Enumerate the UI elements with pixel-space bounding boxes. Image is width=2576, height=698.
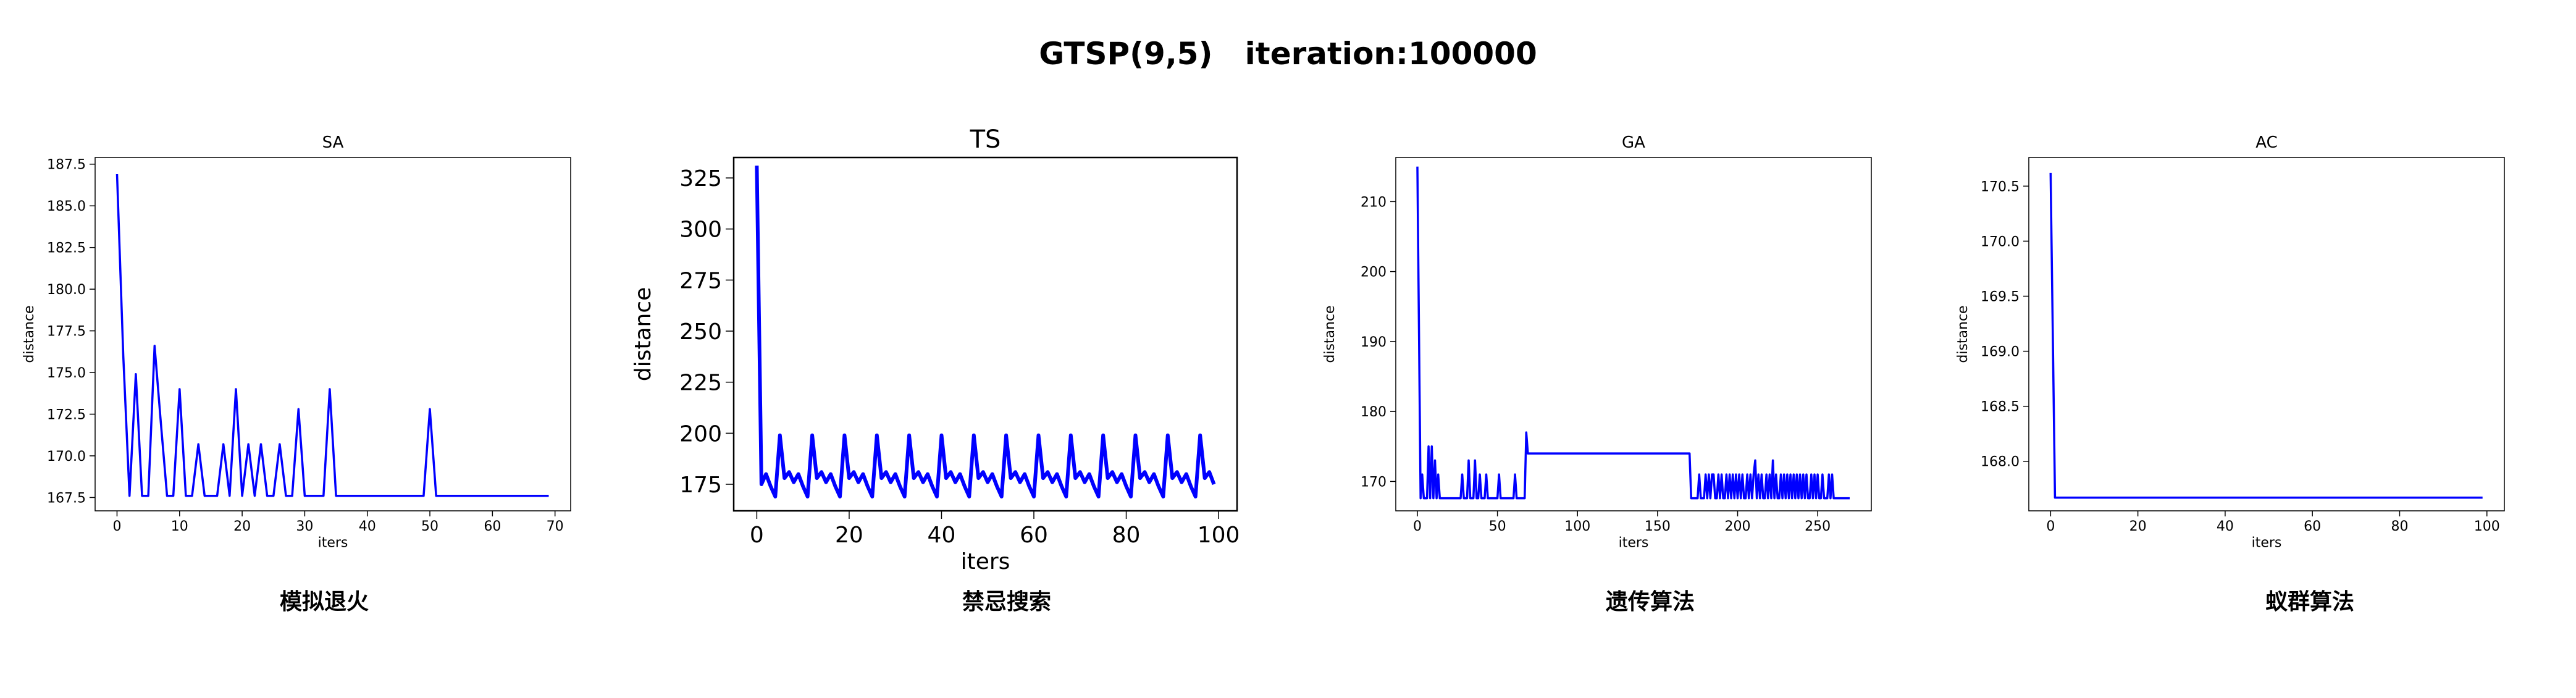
chart-title: TS — [970, 125, 1001, 154]
y-tick-label: 182.5 — [47, 241, 86, 256]
y-tick-label: 187.5 — [47, 158, 86, 173]
x-tick-label: 50 — [1489, 519, 1506, 534]
y-tick-label: 168.5 — [1981, 400, 2020, 415]
y-tick-label: 172.5 — [47, 407, 86, 423]
caption-ac: 蚁群算法 — [2265, 589, 2354, 615]
x-tick-label: 20 — [2129, 519, 2147, 534]
plot-frame — [2028, 157, 2505, 511]
y-tick-label: 168.0 — [1981, 455, 2020, 470]
x-tick-label: 60 — [2304, 519, 2321, 534]
y-tick-label: 177.5 — [47, 324, 86, 340]
x-tick-label: 80 — [1112, 523, 1141, 548]
x-tick-label: 40 — [2217, 519, 2234, 534]
series-line — [755, 166, 1216, 498]
y-tick-label: 200 — [1361, 265, 1387, 280]
x-tick-label: 250 — [1805, 519, 1831, 534]
x-tick-label: 200 — [1725, 519, 1751, 534]
y-tick-label: 175.0 — [47, 366, 86, 381]
plot-frame — [94, 157, 571, 511]
x-tick-label: 100 — [1198, 523, 1240, 548]
x-tick-label: 60 — [484, 519, 501, 534]
x-tick-label: 40 — [359, 519, 376, 534]
x-tick-label: 70 — [547, 519, 564, 534]
y-axis-label: distance — [1322, 305, 1338, 363]
x-tick-label: 100 — [1564, 519, 1590, 534]
y-tick-label: 170.0 — [1981, 234, 2020, 250]
chart-sa: SA 0 10 20 30 40 50 60 70 167.5 170.0 172.5 175.0 177… — [22, 133, 571, 551]
x-tick-label: 0 — [1413, 519, 1422, 534]
y-tick-label: 170.0 — [47, 449, 86, 465]
y-axis-label: distance — [1955, 305, 1971, 363]
y-axis-label: distance — [22, 305, 37, 363]
x-tick-label: 10 — [171, 519, 188, 534]
y-tick-label: 170 — [1361, 474, 1387, 490]
caption-sa: 模拟退火 — [279, 589, 369, 615]
figure-title: GTSP(9,5) iteration:100000 — [1039, 36, 1537, 72]
y-tick-label: 210 — [1361, 195, 1387, 210]
series-line — [2049, 172, 2483, 499]
y-tick-label: 190 — [1361, 335, 1387, 350]
chart-ac: AC 0 20 40 60 80 100 168.0 168.5 169.0 169.5 170.0 1… — [1955, 133, 2505, 551]
y-tick-label: 167.5 — [47, 490, 86, 506]
x-axis-label: iters — [318, 536, 348, 551]
y-tick-label: 200 — [679, 421, 722, 447]
y-tick-label: 169.5 — [1981, 289, 2020, 305]
x-tick-label: 0 — [750, 523, 764, 548]
x-tick-label: 150 — [1645, 519, 1671, 534]
y-tick-label: 169.0 — [1981, 345, 2020, 360]
y-axis-label: distance — [631, 287, 656, 382]
y-tick-label: 300 — [679, 217, 722, 243]
chart-ts: TS 0 20 40 60 80 100 175 200 225 250 275 300 325 iters… — [631, 125, 1240, 574]
x-tick-label: 50 — [421, 519, 438, 534]
y-tick-label: 250 — [679, 319, 722, 345]
plot-frame — [732, 156, 1238, 512]
x-tick-label: 20 — [835, 523, 863, 548]
x-tick-label: 0 — [112, 519, 121, 534]
y-tick-label: 225 — [679, 371, 722, 396]
caption-ga: 遗传算法 — [1605, 589, 1695, 615]
y-tick-label: 325 — [679, 166, 722, 191]
x-tick-label: 80 — [2391, 519, 2408, 534]
chart-title: AC — [2255, 133, 2277, 152]
y-tick-label: 185.0 — [47, 199, 86, 214]
x-axis-label: iters — [961, 549, 1010, 574]
x-tick-label: 0 — [2046, 519, 2055, 534]
y-tick-label: 180 — [1361, 405, 1387, 420]
y-tick-label: 275 — [679, 268, 722, 293]
x-tick-label: 60 — [1020, 523, 1048, 548]
x-tick-label: 30 — [296, 519, 313, 534]
chart-title: GA — [1622, 133, 1645, 152]
x-tick-label: 20 — [233, 519, 251, 534]
x-tick-label: 40 — [928, 523, 956, 548]
y-tick-label: 180.0 — [47, 282, 86, 298]
x-axis-label: iters — [1619, 536, 1649, 551]
plot-frame — [1395, 157, 1872, 511]
y-tick-label: 175 — [679, 473, 722, 498]
x-axis-label: iters — [2252, 536, 2282, 551]
series-line — [115, 174, 549, 497]
x-tick-label: 100 — [2474, 519, 2500, 534]
chart-ga: GA 0 50 100 150 200 250 170 180 190 200 210 iters dis… — [1322, 133, 1872, 551]
y-tick-label: 170.5 — [1981, 179, 2020, 195]
caption-ts: 禁忌搜索 — [962, 589, 1051, 615]
chart-title: SA — [322, 133, 344, 152]
series-line — [1416, 166, 1850, 500]
